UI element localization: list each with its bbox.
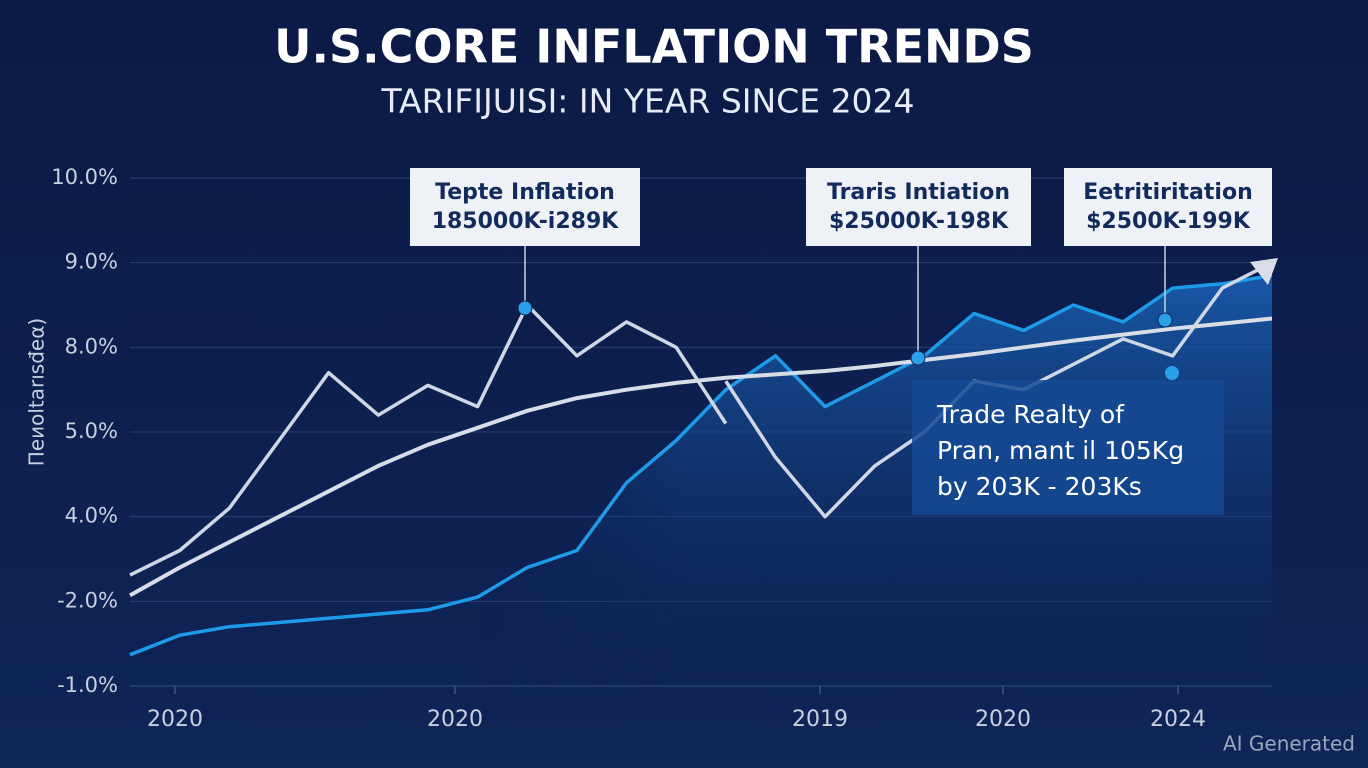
y-tick-label: 10.0% <box>51 165 118 189</box>
callout-box <box>410 168 640 246</box>
callout-box <box>806 168 1031 246</box>
note-text: Pran, mant il 105Kg <box>937 436 1184 465</box>
x-tick-label: 2020 <box>147 707 203 732</box>
callout-text: $2500K-199K <box>1086 209 1251 234</box>
callout-text: Traris Intiation <box>827 180 1010 205</box>
y-tick-label: -2.0% <box>57 588 118 612</box>
line <box>129 316 1273 598</box>
x-tick-label: 2019 <box>792 707 848 732</box>
callout-text: 185000K-i289K <box>432 209 620 234</box>
watermark: AI Generated <box>1223 732 1355 756</box>
y-axis-label: Пеиоltarısđeα) <box>25 318 49 466</box>
line <box>129 303 728 577</box>
callout-box <box>1064 168 1272 246</box>
callout-dot <box>517 300 533 316</box>
x-tick-label: 2020 <box>975 707 1031 732</box>
callout-text: Eetritiritation <box>1083 180 1253 205</box>
line <box>129 273 1273 657</box>
note-text: by 203K - 203Ks <box>937 472 1142 501</box>
chart-subtitle: TARIFIJUISI: IN YEAR SINCE 2024 <box>380 82 914 121</box>
marker-dot <box>1165 366 1179 380</box>
callout-dot <box>910 350 926 366</box>
area <box>130 275 1272 686</box>
note-text: Trade Realty of <box>936 400 1125 429</box>
arrow-head <box>1250 258 1278 285</box>
y-tick-label: 8.0% <box>65 334 118 358</box>
y-tick-label: 5.0% <box>65 419 118 443</box>
note-box <box>912 380 1224 515</box>
y-tick-label: 4.0% <box>65 504 118 528</box>
y-tick-label: 9.0% <box>65 250 118 274</box>
chart-title: U.S.CORE INFLATION TRENDS <box>274 20 1034 74</box>
callout-text: Tepte Inflation <box>435 180 615 205</box>
callout-text: $25000K-198K <box>829 209 1009 234</box>
x-tick-label: 2024 <box>1150 707 1206 732</box>
y-tick-label: -1.0% <box>57 673 118 697</box>
x-tick-label: 2020 <box>427 707 483 732</box>
callout-dot <box>1157 312 1173 328</box>
